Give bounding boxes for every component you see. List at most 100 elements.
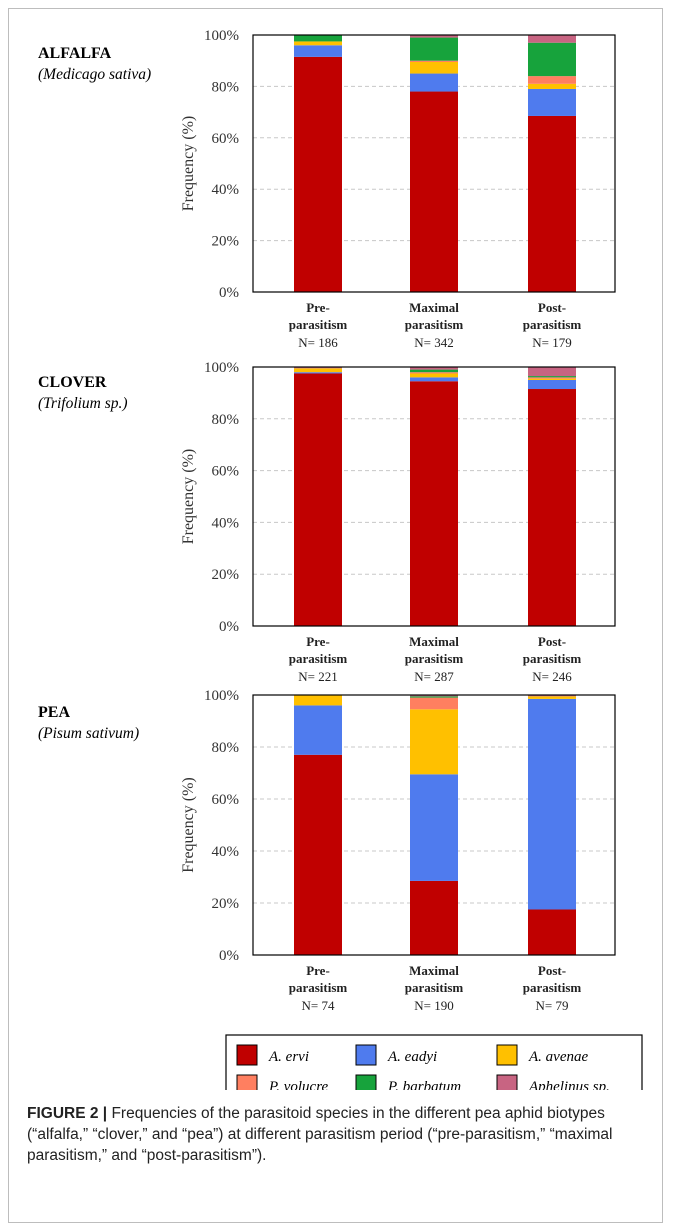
bar-segment-a-ervi	[410, 381, 458, 626]
bar-segment-a-avenae	[294, 41, 342, 46]
x-sample-size-label: N= 221	[298, 669, 337, 684]
bar-segment-a-ervi	[410, 91, 458, 292]
x-category-label: parasitism	[523, 651, 582, 666]
x-sample-size-label: N= 246	[532, 669, 572, 684]
legend-label-a-avenae: A. avenae	[528, 1049, 588, 1065]
bar-segment-aphelinus-sp	[528, 695, 576, 697]
y-tick-label: 0%	[219, 948, 239, 964]
y-tick-label: 60%	[212, 792, 240, 808]
bar-segment-p-barbatum	[410, 37, 458, 61]
panel-subtitle: (Medicago sativa)	[38, 66, 151, 83]
x-category-label: parasitism	[405, 317, 464, 332]
legend-swatch-aphelinus-sp	[496, 1074, 518, 1090]
bar-segment-a-ervi	[410, 880, 458, 955]
bar-segment-aphelinus-sp	[410, 35, 458, 38]
x-sample-size-label: N= 287	[414, 669, 454, 684]
y-tick-label: 100%	[204, 688, 239, 704]
x-category-label: parasitism	[289, 651, 348, 666]
x-category-label: parasitism	[405, 651, 464, 666]
legend-label-p-barbatum: P. barbatum	[387, 1079, 461, 1090]
caption-label: FIGURE 2 |	[27, 1105, 108, 1122]
bar-segment-p-barbatum	[528, 42, 576, 77]
legend-swatch-a-ervi	[236, 1044, 258, 1066]
y-axis-label: Frequency (%)	[180, 777, 197, 873]
bar-segment-a-ervi	[528, 389, 576, 626]
y-tick-label: 20%	[212, 896, 240, 912]
bar-segment-p-barbatum	[528, 376, 576, 378]
legend-label-a-eadyi: A. eadyi	[387, 1049, 437, 1065]
legend-swatch-p-barbatum	[355, 1074, 377, 1090]
panel-title: ALFALFA	[38, 45, 112, 62]
chart-panel-3: PEA (Pisum sativum) 0% 20% 40% 60% 80% 100% Freq…	[38, 688, 616, 1013]
y-tick-label: 80%	[212, 412, 240, 428]
y-tick-label: 20%	[212, 567, 240, 583]
bar-segment-p-volucre	[528, 76, 576, 84]
legend-swatch-a-eadyi	[355, 1044, 377, 1066]
bar-segment-a-avenae	[294, 695, 342, 706]
plot-border	[252, 34, 616, 293]
bar-segment-a-eadyi	[528, 379, 576, 390]
y-tick-label: 100%	[204, 28, 239, 44]
legend-label-p-volucre: P. volucre	[268, 1079, 328, 1090]
bar-segment-a-ervi	[528, 909, 576, 955]
y-tick-label: 0%	[219, 619, 239, 635]
legend-swatch-p-volucre	[236, 1074, 258, 1090]
y-axis-label: Frequency (%)	[180, 449, 197, 545]
figure-svg: ALFALFA (Medicago sativa) 0% 20% 40% 60% 80% 10…	[38, 28, 643, 1090]
bar-segment-a-eadyi	[294, 372, 342, 374]
caption-text: Frequencies of the parasitoid species in…	[27, 1105, 613, 1164]
y-tick-label: 0%	[219, 285, 239, 301]
bar-segment-a-avenae	[294, 368, 342, 373]
panel-title: PEA	[38, 704, 70, 721]
bar-segment-aphelinus-sp	[410, 367, 458, 370]
x-category-label: Pre-	[306, 300, 330, 315]
bar-segment-aphelinus-sp	[528, 35, 576, 43]
bar-segment-a-avenae	[410, 373, 458, 378]
bar-segment-p-volucre	[410, 697, 458, 710]
x-category-label: parasitism	[523, 317, 582, 332]
x-category-label: parasitism	[289, 980, 348, 995]
bar-segment-a-eadyi	[528, 698, 576, 910]
bar-segment-a-avenae	[528, 696, 576, 699]
legend-box	[225, 1034, 643, 1090]
x-category-label: Maximal	[409, 634, 459, 649]
panel-subtitle: (Trifolium sp.)	[38, 395, 128, 412]
x-category-label: Post-	[538, 634, 566, 649]
figure-caption: FIGURE 2 | Frequencies of the parasitoid…	[27, 1103, 645, 1166]
x-category-label: Maximal	[409, 300, 459, 315]
x-category-label: Pre-	[306, 634, 330, 649]
bar-segment-aphelinus-sp	[410, 695, 458, 697]
legend: A. ervi A. eadyi A. avenae P. volucre P. bar…	[225, 1034, 643, 1090]
legend-label-a-ervi: A. ervi	[268, 1049, 309, 1065]
bar-segment-p-barbatum	[410, 696, 458, 698]
bar-segment-a-avenae	[410, 709, 458, 775]
x-category-label: parasitism	[405, 980, 464, 995]
x-category-label: parasitism	[289, 317, 348, 332]
x-category-label: parasitism	[523, 980, 582, 995]
bar-segment-p-volucre	[410, 60, 458, 62]
y-tick-label: 60%	[212, 464, 240, 480]
y-tick-label: 40%	[212, 844, 240, 860]
bar-segment-a-ervi	[294, 754, 342, 955]
bar-segment-a-eadyi	[410, 73, 458, 92]
y-tick-label: 80%	[212, 740, 240, 756]
bar-segment-p-barbatum	[294, 35, 342, 42]
bar-segment-a-eadyi	[294, 45, 342, 57]
x-sample-size-label: N= 74	[302, 998, 335, 1013]
bar-segment-a-eadyi	[528, 88, 576, 116]
bar-segment-p-volucre	[410, 372, 458, 374]
chart-panel-1: ALFALFA (Medicago sativa) 0% 20% 40% 60% 80% 10…	[38, 28, 616, 350]
bar-segment-a-eadyi	[410, 377, 458, 382]
plot-border	[252, 694, 616, 956]
y-tick-label: 20%	[212, 234, 240, 250]
x-category-label: Pre-	[306, 963, 330, 978]
x-sample-size-label: N= 190	[414, 998, 453, 1013]
x-sample-size-label: N= 186	[298, 335, 338, 350]
bar-segment-a-ervi	[528, 115, 576, 292]
bar-segment-a-ervi	[294, 56, 342, 292]
bar-segment-p-volucre	[528, 377, 576, 379]
bar-segment-a-ervi	[294, 373, 342, 626]
x-sample-size-label: N= 179	[532, 335, 571, 350]
x-sample-size-label: N= 79	[536, 998, 569, 1013]
bar-segment-aphelinus-sp	[294, 367, 342, 369]
